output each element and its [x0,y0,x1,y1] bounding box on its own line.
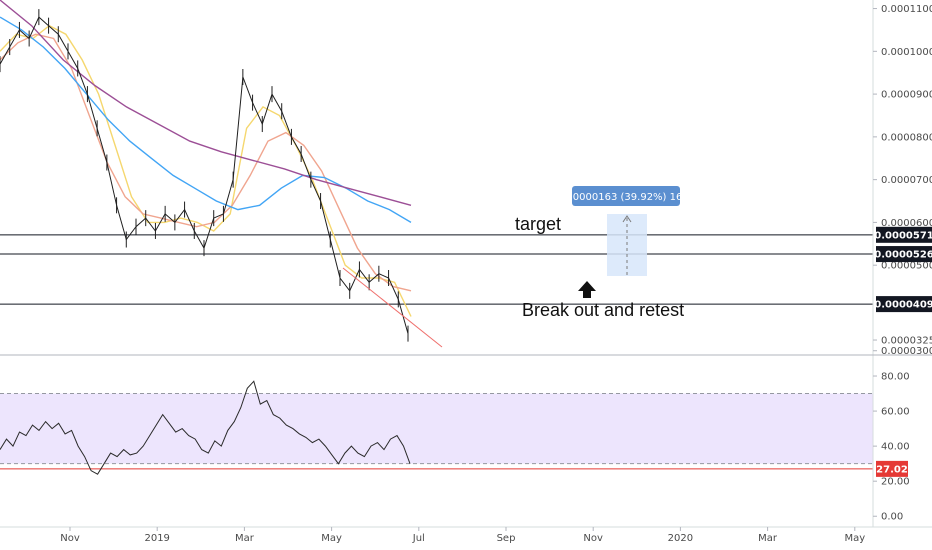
price-tick-label: 0.0000800 [881,132,932,143]
rsi-axis-ticks: 80.00 60.00 40.00 20.00 0.00 27.02 [873,372,910,523]
rsi-pane [0,380,873,475]
moving-average-line [0,24,412,317]
time-tick-label: Sep [497,533,516,544]
price-tick-label: 0.0000700 [881,175,932,186]
time-axis-ticks: Nov 2019 Mar May Jul Sep Nov 2020 Mar May [60,527,865,544]
level-tag-box [876,226,932,243]
time-tick-label: Nov [60,533,80,544]
rsi-current-label: 27.02 [876,464,908,475]
price-tick-label: 0.0000900 [881,90,932,101]
price-pane: 0.0000163 (39.92%) 163 target Break out … [0,0,873,355]
moving-average-lines [0,0,412,317]
price-tick-label: 0.0000600 [881,218,932,229]
time-tick-label: Mar [235,533,255,544]
horizontal-levels [0,234,873,305]
price-pane-background [0,0,873,355]
level-tag-label: 0.0000526 [874,250,932,261]
time-tick-label: Mar [758,533,778,544]
price-series-group [0,9,409,342]
rsi-tick-label: 60.00 [881,407,910,418]
time-tick-label: May [321,533,342,544]
time-tick-label: 2020 [668,533,693,544]
price-tick-label: 0.0000300 [881,346,932,357]
rsi-line [0,380,411,475]
time-tick-label: Jul [412,533,425,544]
measure-label: 0.0000163 (39.92%) 163 [563,192,688,203]
annotation-breakout: Break out and retest [522,300,684,320]
time-axis[interactable]: Nov 2019 Mar May Jul Sep Nov 2020 Mar May [0,526,932,544]
measure-tool[interactable]: 0.0000163 (39.92%) 163 [563,186,689,276]
level-tag-box [876,246,932,263]
time-tick-label: May [844,533,865,544]
price-axis-ticks: 0.0001100 0.0001000 0.0000900 0.0000800 0.00… [873,4,932,357]
rsi-tick-label: 80.00 [881,372,910,383]
descending-trendline[interactable] [342,267,443,348]
level-tag-label: 0.0000409 [874,300,932,311]
rsi-group [0,380,873,475]
rsi-band [0,393,873,464]
price-tick-label: 0.0000325 [881,336,932,347]
price-axis[interactable]: 0.0001100 0.0001000 0.0000900 0.0000800 0.00… [872,0,932,527]
time-tick-label: Nov [583,533,603,544]
time-tick-label: 2019 [144,533,169,544]
price-tick-label: 0.0000500 [881,261,932,272]
rsi-tick-label: 40.00 [881,442,910,453]
measure-arrow-head [622,215,632,223]
measure-label-box [572,186,680,206]
level-tags: 0.0000571 0.0000526 0.0000409 [874,226,932,313]
rsi-tick-label: 0.00 [881,512,903,523]
level-tag-box [876,296,932,313]
moving-average-line [0,0,412,206]
level-tag-label: 0.0000571 [874,230,932,241]
price-tick-label: 0.0001100 [881,4,932,15]
up-arrow-icon [578,281,596,298]
rsi-current-tag [876,460,908,477]
price-tick-label: 0.0001000 [881,47,932,58]
annotation-target: target [515,214,561,234]
rsi-tick-label: 20.00 [881,477,910,488]
